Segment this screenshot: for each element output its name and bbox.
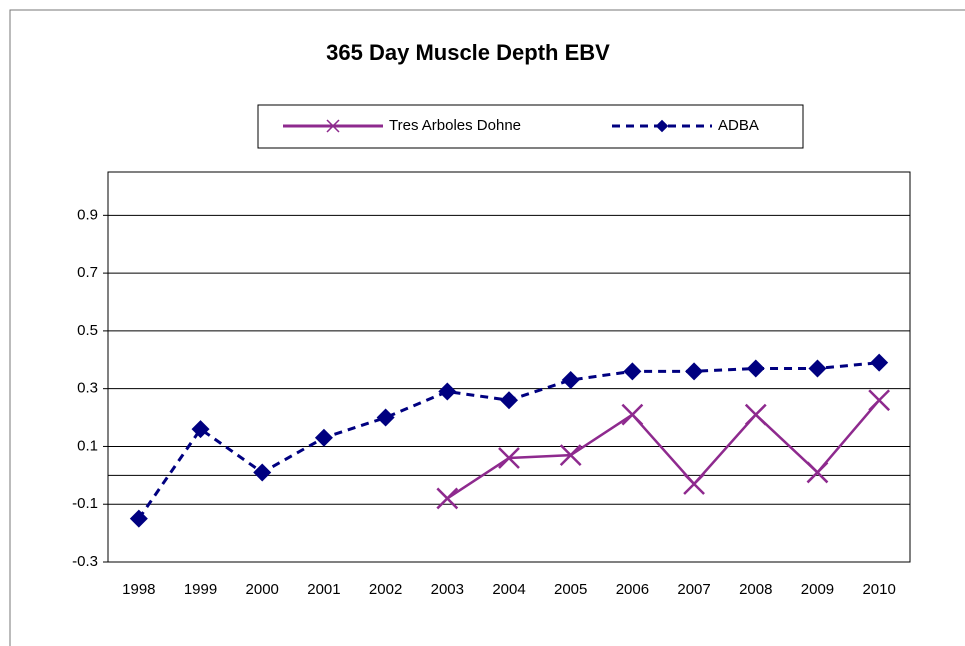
data-point bbox=[498, 447, 520, 469]
data-point bbox=[129, 509, 148, 528]
legend-label: Tres Arboles Dohne bbox=[389, 117, 521, 134]
x-tick-label: 2004 bbox=[492, 581, 525, 598]
data-point bbox=[806, 461, 829, 484]
data-point bbox=[870, 353, 889, 372]
data-point bbox=[561, 371, 580, 389]
data-point bbox=[376, 408, 395, 427]
y-tick-label: -0.3 bbox=[72, 553, 98, 570]
data-point bbox=[500, 391, 518, 410]
x-tick-label: 1999 bbox=[184, 581, 217, 598]
x-tick-label: 2010 bbox=[862, 581, 895, 598]
data-point bbox=[683, 473, 705, 495]
x-tick-label: 2001 bbox=[307, 581, 340, 598]
x-tick-label: 2007 bbox=[677, 581, 710, 598]
data-point bbox=[685, 362, 704, 381]
y-tick-label: 0.7 bbox=[77, 264, 98, 281]
x-tick-label: 2002 bbox=[369, 581, 402, 598]
data-point bbox=[438, 382, 457, 401]
x-tick-label: 2009 bbox=[801, 581, 834, 598]
data-point bbox=[808, 359, 827, 378]
x-tick-label: 2003 bbox=[431, 581, 464, 598]
data-point bbox=[746, 359, 765, 378]
x-tick-label: 1998 bbox=[122, 581, 155, 598]
data-point bbox=[744, 403, 767, 426]
data-point bbox=[314, 428, 333, 447]
y-tick-label: -0.1 bbox=[72, 495, 98, 512]
x-tick-label: 2005 bbox=[554, 581, 587, 598]
legend-label: ADBA bbox=[718, 117, 759, 134]
x-tick-label: 2006 bbox=[616, 581, 649, 598]
data-point bbox=[623, 362, 642, 381]
data-point bbox=[621, 403, 644, 426]
data-point bbox=[253, 463, 272, 482]
y-tick-label: 0.3 bbox=[77, 380, 98, 397]
y-tick-label: 0.5 bbox=[77, 322, 98, 339]
y-tick-label: 0.1 bbox=[77, 437, 98, 454]
data-point bbox=[868, 389, 891, 412]
data-point bbox=[559, 444, 582, 466]
x-tick-label: 2008 bbox=[739, 581, 772, 598]
y-tick-label: 0.9 bbox=[77, 206, 98, 223]
data-point bbox=[191, 420, 210, 439]
legend-marker bbox=[326, 119, 340, 133]
data-point bbox=[436, 487, 459, 510]
chart-title: 365 Day Muscle Depth EBV bbox=[326, 40, 610, 65]
x-tick-label: 2000 bbox=[246, 581, 279, 598]
